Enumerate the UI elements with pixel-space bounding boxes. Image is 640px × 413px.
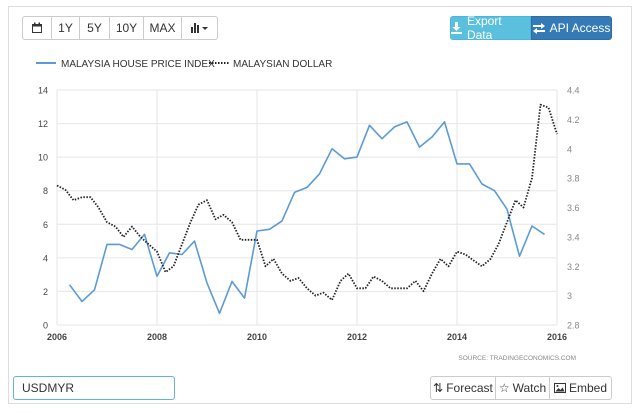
x-tick-label: 2006 <box>47 332 67 342</box>
left-tick-label: 12 <box>38 119 48 129</box>
range-10y-button[interactable]: 10Y <box>110 16 144 40</box>
gridlines <box>56 89 558 326</box>
exchange-icon <box>532 22 545 34</box>
right-tick-label: 3.6 <box>567 203 580 213</box>
right-tick-label: 4 <box>567 144 572 154</box>
embed-button[interactable]: Embed <box>550 376 612 400</box>
calendar-icon <box>32 22 42 33</box>
legend-myr-label[interactable]: MALAYSIAN DOLLAR <box>233 59 332 70</box>
left-tick-label: 8 <box>43 186 48 196</box>
sort-arrows-icon: ⇅ <box>433 381 444 395</box>
bottom-toolbar: ⇅ Forecast ☆ Watch Embed <box>430 376 612 400</box>
left-tick-label: 6 <box>43 220 48 230</box>
left-tick-label: 10 <box>38 153 48 163</box>
chart-type-dropdown[interactable] <box>182 16 218 40</box>
right-tick-label: 3.8 <box>567 174 580 184</box>
range-max-button[interactable]: MAX <box>144 16 182 40</box>
x-tick-label: 2010 <box>247 332 267 342</box>
range-1y-button[interactable]: 1Y <box>52 16 80 40</box>
x-axis-ticks: 2006 2008 2010 2012 2014 2016 <box>47 332 567 342</box>
watch-button[interactable]: ☆ Watch <box>496 376 550 400</box>
left-axis-ticks: 0 2 4 6 8 10 12 14 <box>38 86 48 331</box>
chart-frame <box>8 6 632 404</box>
x-tick-label: 2012 <box>347 332 367 342</box>
forecast-label: Forecast <box>446 381 493 395</box>
x-tick-label: 2014 <box>447 332 467 342</box>
right-tick-label: 4.4 <box>567 86 580 96</box>
left-tick-label: 2 <box>43 287 48 297</box>
right-tick-label: 3 <box>567 291 572 301</box>
star-icon: ☆ <box>498 381 510 395</box>
right-tick-label: 3.4 <box>567 232 580 242</box>
x-tick-label: 2008 <box>147 332 167 342</box>
symbol-search-input[interactable] <box>13 376 175 400</box>
export-data-button[interactable]: Export Data <box>450 14 531 42</box>
source-note: SOURCE: TRADINGECONOMICS.COM <box>458 355 576 362</box>
forecast-button[interactable]: ⇅ Forecast <box>430 376 496 400</box>
left-tick-label: 14 <box>38 86 48 96</box>
watch-label: Watch <box>512 381 547 395</box>
data-actions: Export Data API Access <box>450 14 612 42</box>
bar-chart-icon <box>190 23 208 33</box>
right-tick-label: 2.8 <box>567 321 580 331</box>
embed-label: Embed <box>568 381 608 395</box>
legend-house-label[interactable]: MALAYSIA HOUSE PRICE INDEX <box>61 59 215 70</box>
right-tick-label: 4.2 <box>567 115 580 125</box>
house-price-index-line[interactable] <box>68 121 545 315</box>
x-tick-label: 2016 <box>547 332 567 342</box>
download-icon <box>451 22 462 34</box>
left-tick-label: 0 <box>43 321 48 331</box>
series-layer <box>56 103 558 315</box>
left-tick-label: 4 <box>43 253 48 263</box>
calendar-button[interactable] <box>22 16 52 40</box>
api-access-label: API Access <box>549 21 611 35</box>
range-5y-button[interactable]: 5Y <box>80 16 110 40</box>
right-axis-ticks: 2.8 3 3.2 3.4 3.6 3.8 4 4.2 4.4 <box>567 86 580 331</box>
export-data-label: Export Data <box>466 14 502 42</box>
range-toolbar: 1Y 5Y 10Y MAX <box>22 16 218 40</box>
image-icon <box>553 383 566 393</box>
malaysian-dollar-line[interactable] <box>56 103 558 301</box>
right-tick-label: 3.2 <box>567 262 580 272</box>
api-access-button[interactable]: API Access <box>531 16 612 40</box>
legend: MALAYSIA HOUSE PRICE INDEX MALAYSIAN DOL… <box>36 59 332 70</box>
